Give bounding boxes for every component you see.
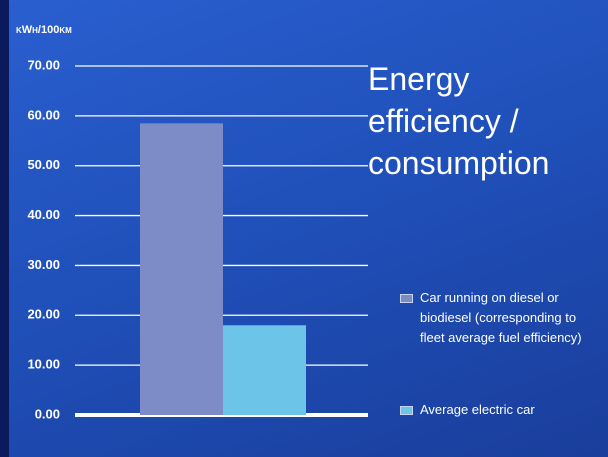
bar	[140, 123, 223, 415]
legend-swatch	[400, 406, 413, 415]
y-tick-label: 30.00	[27, 257, 60, 272]
chart-title: Energy efficiency / consumption	[368, 61, 550, 181]
legend-label: Average electric car	[420, 402, 535, 417]
y-tick-label: 60.00	[27, 107, 60, 122]
y-tick-label: 0.00	[35, 406, 60, 421]
y-axis-label: kWh/100km	[16, 24, 72, 36]
left-border	[0, 0, 9, 457]
bar	[223, 325, 306, 415]
y-tick-label: 20.00	[27, 307, 60, 322]
y-tick-label: 50.00	[27, 157, 60, 172]
y-tick-label: 70.00	[27, 57, 60, 72]
legend-swatch	[400, 294, 413, 303]
y-tick-label: 10.00	[27, 357, 60, 372]
legend-label: Car running on diesel or biodiesel (corr…	[420, 290, 582, 345]
y-tick-label: 40.00	[27, 207, 60, 222]
